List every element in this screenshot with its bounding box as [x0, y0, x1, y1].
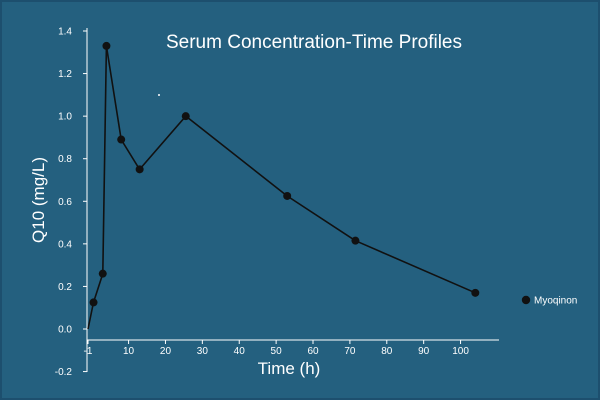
x-axis-title: Time (h): [258, 359, 321, 378]
x-tick-label: 20: [160, 346, 172, 357]
x-tick-label: 50: [271, 346, 283, 357]
x-tick-label: 80: [381, 346, 393, 357]
data-point: [471, 288, 480, 297]
x-tick-label: 70: [344, 346, 356, 357]
data-point: [351, 236, 360, 245]
data-point: [102, 41, 111, 50]
chart-title: Serum Concentration-Time Profiles: [166, 32, 462, 53]
y-tick-label: 1.4: [58, 27, 72, 38]
legend-marker: [521, 295, 531, 305]
data-point: [135, 165, 144, 174]
data-point: [181, 112, 190, 121]
legend-label: Myoqinon: [534, 296, 577, 307]
x-axis-ticks: -1 10 20 30 40 50 60 70 80 90 100: [84, 340, 469, 357]
y-axis-ticks: -0.2 0.0 0.2 0.4 0.6 0.8 1.0 1.2 1.4: [55, 27, 87, 378]
y-tick-label: 0.0: [58, 325, 72, 336]
stray-dot: [158, 94, 160, 96]
x-tick-label: -1: [84, 346, 93, 357]
x-tick-label: 30: [197, 346, 209, 357]
y-tick-label: 0.8: [58, 154, 72, 165]
x-tick-label: 90: [418, 346, 430, 357]
x-tick-label: 60: [307, 346, 319, 357]
x-tick-label: 40: [234, 346, 246, 357]
y-axis-title: Q10 (mg/L): [29, 157, 48, 243]
series-layer: [87, 41, 480, 330]
x-tick-label: 100: [452, 346, 469, 357]
data-point: [283, 191, 292, 200]
legend: Myoqinon: [521, 295, 577, 307]
y-tick-label: 1.0: [58, 112, 72, 123]
y-tick-label: 0.4: [58, 239, 72, 250]
y-tick-label: -0.2: [55, 367, 73, 378]
y-tick-label: 1.2: [58, 69, 72, 80]
data-point: [89, 298, 98, 307]
x-tick-label: 10: [123, 346, 135, 357]
data-point: [98, 269, 107, 278]
series-line: [87, 45, 476, 330]
y-tick-label: 0.6: [58, 197, 72, 208]
data-point: [117, 135, 126, 144]
y-tick-label: 0.2: [58, 282, 72, 293]
